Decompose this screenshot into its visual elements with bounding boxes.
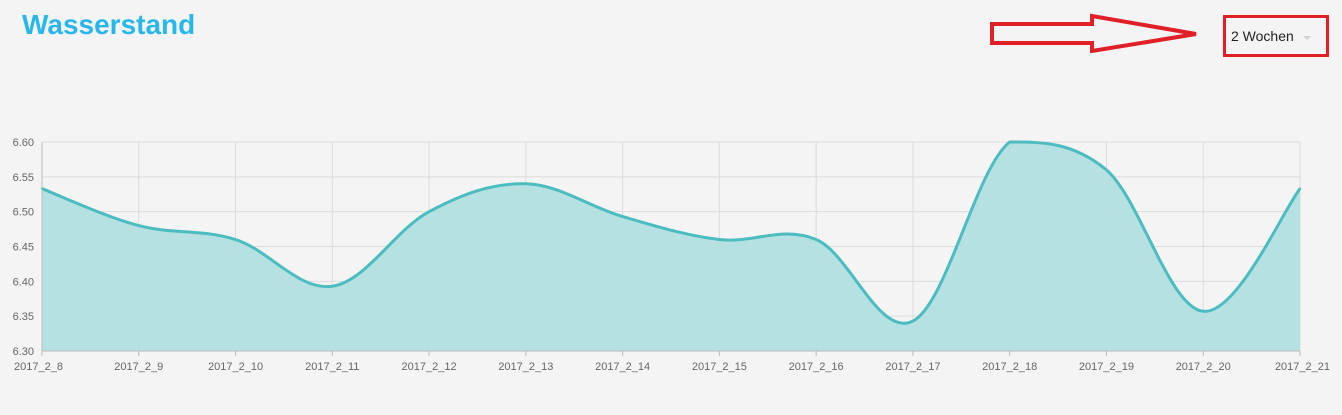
x-tick-label: 2017_2_18 [982, 361, 1037, 373]
y-tick-label: 6.55 [13, 172, 34, 184]
y-tick-label: 6.30 [13, 346, 34, 358]
chart-area-layer [40, 140, 1302, 351]
x-tick-label: 2017_2_15 [692, 361, 747, 373]
data-point[interactable] [1298, 187, 1302, 190]
chart-labels: 6.60 6.55 6.50 6.45 6.40 6.35 6.30 2017_2_8 2017… [13, 137, 1330, 373]
data-point[interactable] [1008, 140, 1011, 144]
x-tick-label: 2017_2_20 [1176, 361, 1231, 373]
data-point[interactable] [234, 238, 237, 241]
data-point[interactable] [1202, 310, 1205, 313]
page-title: Wasserstand [22, 9, 196, 40]
x-tick-label: 2017_2_19 [1079, 361, 1134, 373]
data-point[interactable] [427, 210, 431, 213]
data-point[interactable] [331, 285, 334, 288]
x-tick-label: 2017_2_11 [305, 361, 359, 373]
series-area-fill [42, 142, 1300, 351]
y-tick-label: 6.45 [13, 242, 34, 254]
x-tick-label: 2017_2_21 [1275, 361, 1330, 373]
highlight-arrow-icon [990, 13, 1197, 53]
time-range-value: 2 Wochen [1231, 28, 1294, 44]
x-tick-label: 2017_2_17 [885, 361, 940, 373]
data-point[interactable] [137, 224, 140, 227]
x-tick-label: 2017_2_10 [208, 361, 263, 373]
x-tick-label: 2017_2_16 [789, 361, 844, 373]
y-tick-label: 6.35 [13, 311, 34, 323]
data-point[interactable] [718, 238, 721, 241]
data-point[interactable] [524, 182, 528, 185]
data-point[interactable] [814, 238, 818, 241]
x-tick-label: 2017_2_12 [402, 361, 457, 373]
data-point[interactable] [621, 215, 624, 218]
y-tick-label: 6.60 [13, 137, 34, 149]
data-point[interactable] [1105, 168, 1108, 172]
chart-axes [41, 142, 1301, 356]
x-tick-label: 2017_2_9 [114, 361, 163, 373]
chevron-down-icon [1303, 36, 1311, 40]
x-tick-label: 2017_2_8 [14, 361, 63, 373]
y-tick-label: 6.40 [13, 276, 34, 288]
x-tick-label: 2017_2_14 [595, 361, 650, 373]
time-range-select[interactable]: 2 Wochen [1223, 15, 1329, 57]
data-point[interactable] [911, 319, 915, 323]
y-tick-label: 6.50 [13, 207, 34, 219]
x-tick-label: 2017_2_13 [498, 361, 553, 373]
